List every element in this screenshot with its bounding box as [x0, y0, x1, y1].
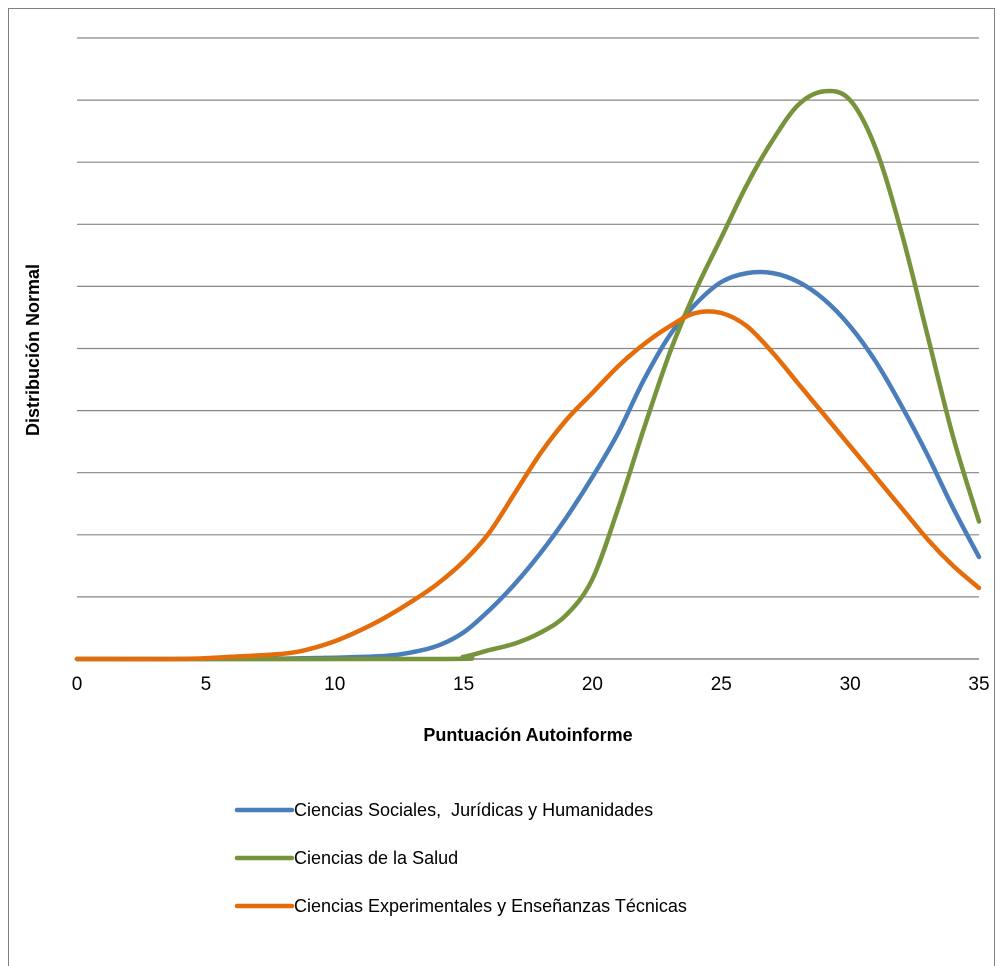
x-tick-label: 10	[324, 674, 345, 695]
x-tick-label: 25	[711, 674, 732, 695]
x-axis-title: Puntuación Autoinforme	[423, 725, 632, 745]
x-tick-label: 0	[72, 674, 83, 695]
legend-label: Ciencias Sociales, Jurídicas y Humanidad…	[294, 800, 653, 820]
legend: Ciencias Sociales, Jurídicas y Humanidad…	[234, 800, 687, 916]
x-axis-ticks: 0 5 10 15 20 25 30 35	[72, 674, 990, 695]
x-tick-label: 5	[201, 674, 212, 695]
gridlines	[77, 37, 979, 660]
x-tick-label: 35	[968, 674, 989, 695]
series-line-experimentales	[74, 309, 982, 662]
series-lines	[74, 88, 982, 662]
chart-frame	[8, 8, 995, 966]
series-line-sociales	[74, 269, 982, 662]
legend-label: Ciencias de la Salud	[294, 848, 458, 868]
x-tick-label: 15	[453, 674, 474, 695]
series-line-salud	[74, 88, 982, 662]
legend-label: Ciencias Experimentales y Enseñanzas Téc…	[294, 896, 687, 916]
x-tick-label: 30	[840, 674, 861, 695]
y-axis-title: Distribución Normal	[23, 264, 43, 436]
x-tick-label: 20	[582, 674, 603, 695]
